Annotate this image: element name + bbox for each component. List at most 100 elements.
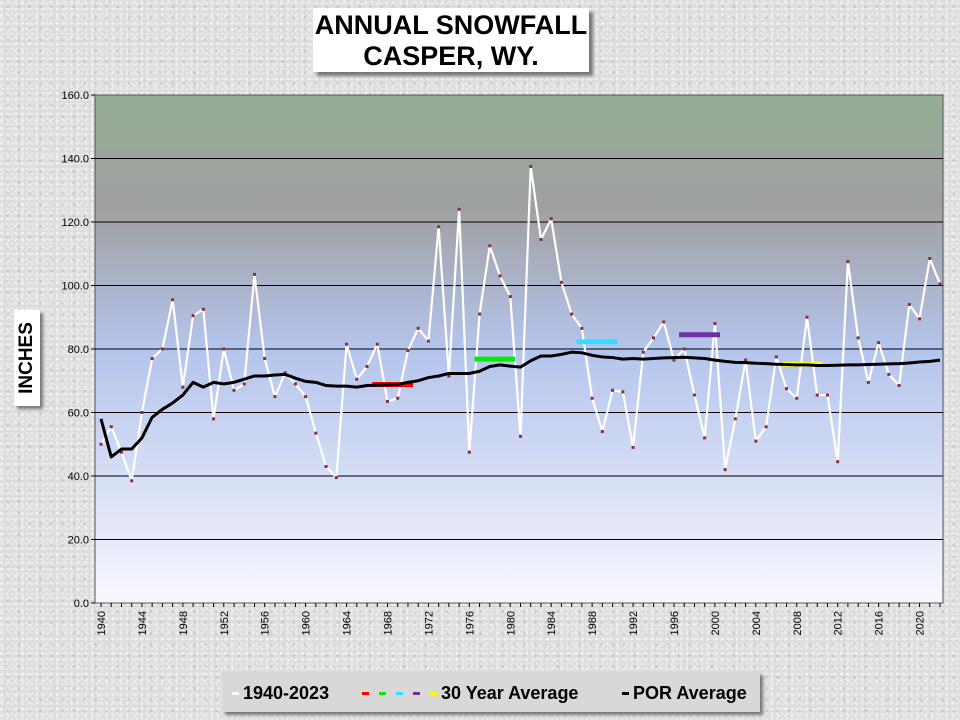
chart-title-box: ANNUAL SNOWFALL CASPER, WY. — [313, 8, 589, 72]
annual-snowfall-point — [109, 425, 113, 429]
annual-snowfall-point — [631, 445, 635, 449]
annual-snowfall-point — [611, 388, 615, 392]
annual-snowfall-point — [652, 336, 656, 340]
annual-snowfall-point — [345, 342, 349, 346]
annual-snowfall-point — [805, 315, 809, 319]
annual-snowfall-point — [334, 476, 338, 480]
annual-snowfall-point — [713, 322, 717, 326]
annual-snowfall-point — [263, 357, 267, 361]
y-tick-label: 100.0 — [61, 281, 89, 293]
annual-snowfall-point — [600, 430, 604, 434]
por-average-line — [99, 350, 941, 459]
annual-snowfall-point — [406, 349, 410, 353]
x-tick-label: 2016 — [874, 611, 886, 635]
annual-snowfall-point — [385, 399, 389, 403]
x-tick-label: 2008 — [792, 611, 804, 635]
annual-snowfall-point — [856, 336, 860, 340]
legend-label-por: POR Average — [633, 683, 747, 703]
chart-title-line-2: CASPER, WY. — [363, 41, 539, 71]
legend-swatch-red — [362, 692, 369, 695]
annual-snowfall-point — [866, 380, 870, 384]
annual-snowfall-point — [252, 272, 256, 276]
x-tick-label: 2000 — [710, 611, 722, 635]
annual-snowfall-point — [825, 393, 829, 397]
legend-swatch-por — [622, 692, 629, 695]
legend-swatch-annual — [232, 692, 239, 695]
annual-snowfall-point — [365, 364, 369, 368]
annual-snowfall-point — [692, 393, 696, 397]
annual-snowfall-point — [682, 347, 686, 351]
x-tick-label: 1956 — [260, 611, 272, 635]
annual-snowfall-point — [897, 384, 901, 388]
annual-snowfall-point — [467, 450, 471, 454]
y-axis-label-box: INCHES — [14, 310, 40, 406]
annual-snowfall-point — [836, 460, 840, 464]
legend-swatch-purple — [413, 692, 420, 695]
annual-snowfall-point — [119, 450, 123, 454]
annual-snowfall-point — [181, 385, 185, 389]
annual-snowfall-point — [447, 374, 451, 378]
annual-snowfall-point — [293, 382, 297, 386]
annual-snowfall-point — [795, 396, 799, 400]
y-tick-label: 160.0 — [61, 90, 89, 102]
annual-snowfall-point — [160, 347, 164, 351]
legend-swatch-yellow — [430, 692, 437, 695]
annual-snowfall-point — [641, 350, 645, 354]
legend: 1940-2023 30 Year Average POR Average — [222, 672, 760, 712]
annual-snowfall-point — [672, 358, 676, 362]
annual-snowfall-point — [222, 347, 226, 351]
annual-snowfall-point — [140, 411, 144, 414]
annual-snowfall-point — [774, 355, 778, 359]
x-tick-label: 1964 — [342, 611, 354, 635]
x-tick-label: 2020 — [915, 611, 927, 635]
annual-snowfall-point — [130, 479, 134, 483]
annual-snowfall-point — [559, 280, 563, 284]
x-tick-label: 1972 — [423, 611, 435, 635]
annual-snowfall-point — [621, 390, 625, 394]
annual-snowfall-point — [314, 431, 318, 435]
annual-snowfall-point — [662, 320, 666, 324]
annual-snowfall-point — [232, 388, 236, 392]
annual-snowfall-point — [150, 357, 154, 361]
x-tick-label: 1980 — [505, 611, 517, 635]
annual-snowfall-point — [815, 393, 819, 397]
x-tick-label: 1968 — [382, 611, 394, 635]
legend-item-annual: 1940-2023 — [232, 683, 329, 704]
x-tick-label: 1952 — [219, 611, 231, 635]
annual-snowfall-point — [283, 371, 287, 375]
annual-snowfall-point — [304, 395, 308, 399]
x-tick-label: 2012 — [833, 611, 845, 635]
annual-snowfall-point — [437, 225, 441, 229]
x-tick-label: 1984 — [546, 611, 558, 635]
legend-item-por: POR Average — [622, 683, 747, 704]
annual-snowfall-point — [938, 282, 942, 286]
annual-snowfall-point — [242, 382, 246, 386]
annual-snowfall-point — [764, 425, 768, 429]
annual-snowfall-point — [928, 257, 932, 261]
grid-lines — [95, 158, 943, 540]
x-tick-label: 2004 — [751, 611, 763, 635]
y-tick-label: 40.0 — [68, 471, 89, 483]
annual-snowfall-point — [539, 237, 543, 241]
annual-snowfall-point — [508, 295, 512, 299]
annual-snowfall-point — [723, 468, 727, 472]
annual-snowfall-point — [212, 417, 216, 421]
annual-snowfall-point — [549, 217, 553, 221]
annual-snowfall-point — [754, 439, 758, 443]
annual-snowfall-point — [416, 326, 420, 330]
annual-snowfall-point — [201, 307, 205, 311]
x-tick-label: 1940 — [96, 611, 108, 635]
legend-label-annual: 1940-2023 — [243, 683, 330, 703]
annual-snowfall-point — [375, 342, 379, 346]
legend-swatch-cyan — [396, 692, 403, 695]
x-tick-label: 1976 — [464, 611, 476, 635]
annual-snowfall-point — [191, 314, 195, 318]
annual-snowfall-point — [273, 395, 277, 399]
legend-swatch-green — [379, 692, 386, 695]
annual-snowfall-point — [703, 436, 707, 440]
annual-snowfall-point — [846, 260, 850, 264]
y-tick-label: 120.0 — [61, 217, 89, 229]
x-tick-label: 1960 — [301, 611, 313, 635]
annual-snowfall-point — [171, 298, 175, 302]
